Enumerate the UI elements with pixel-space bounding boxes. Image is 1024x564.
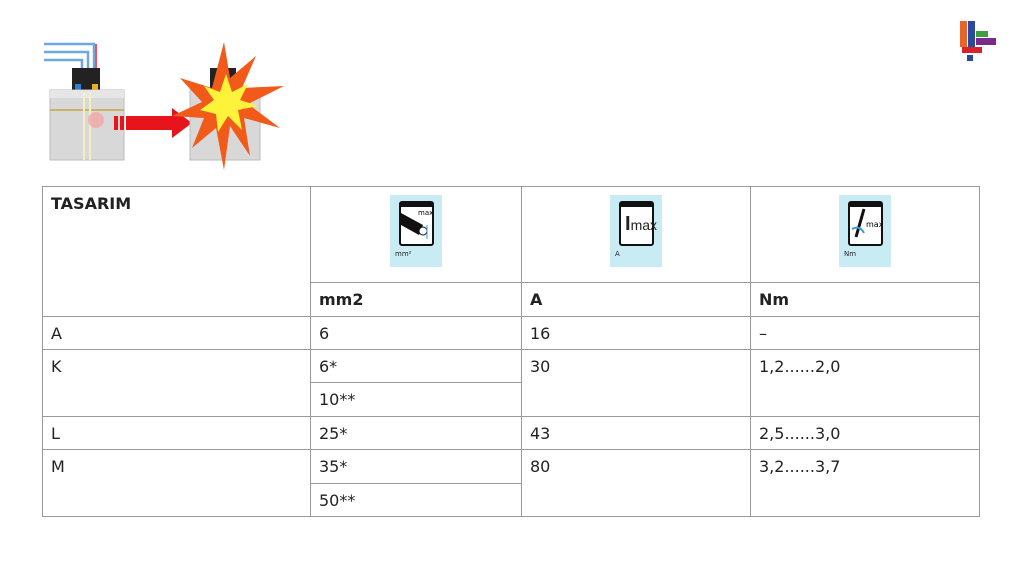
svg-text:max: max <box>866 220 881 229</box>
nm-cell: 2,5......3,0 <box>750 416 980 450</box>
table-row: M 35* 80 3,2......3,7 <box>42 449 980 517</box>
a-cell: 80 <box>521 449 751 517</box>
unit-nm: Nm <box>750 282 980 317</box>
design-cell: M <box>42 449 311 517</box>
table-row: A 6 16 – <box>42 316 980 350</box>
mm2-cell: 35* <box>310 449 522 484</box>
mm2-cell: 10** <box>310 382 522 417</box>
mm2-cell: 6* <box>310 349 522 383</box>
cable-cross-section-icon: max mm² <box>390 195 442 267</box>
a-cell: 43 <box>521 416 751 450</box>
design-cell: A <box>42 316 311 350</box>
table-row: L 25* 43 2,5......3,0 <box>42 416 980 450</box>
company-logo <box>960 21 996 61</box>
header-icon-cell: maxNm <box>750 186 980 283</box>
nm-cell: – <box>750 316 980 350</box>
nm-cell: 3,2......3,7 <box>750 449 980 517</box>
overheated-terminal-illustration <box>44 42 284 170</box>
header-icon-cell: max mm² <box>310 186 522 283</box>
header-design: TASARIM <box>42 186 311 317</box>
max-current-icon: Imax A <box>610 195 662 267</box>
nm-cell: 1,2......2,0 <box>750 349 980 417</box>
design-cell: L <box>42 416 311 450</box>
torque-screwdriver-icon: maxNm <box>839 195 891 267</box>
unit-a: A <box>521 282 751 317</box>
design-cell: K <box>42 349 311 417</box>
table-row: K 6* 30 1,2......2,0 <box>42 349 980 417</box>
unit-mm2: mm2 <box>310 282 522 317</box>
header-icon-cell: Imax A <box>521 186 751 283</box>
a-cell: 30 <box>521 349 751 417</box>
mm2-cell: 50** <box>310 483 522 517</box>
a-cell: 16 <box>521 316 751 350</box>
mm2-cell: 25* <box>310 416 522 450</box>
svg-text:max: max <box>418 209 432 217</box>
mm2-cell: 6 <box>310 316 522 350</box>
